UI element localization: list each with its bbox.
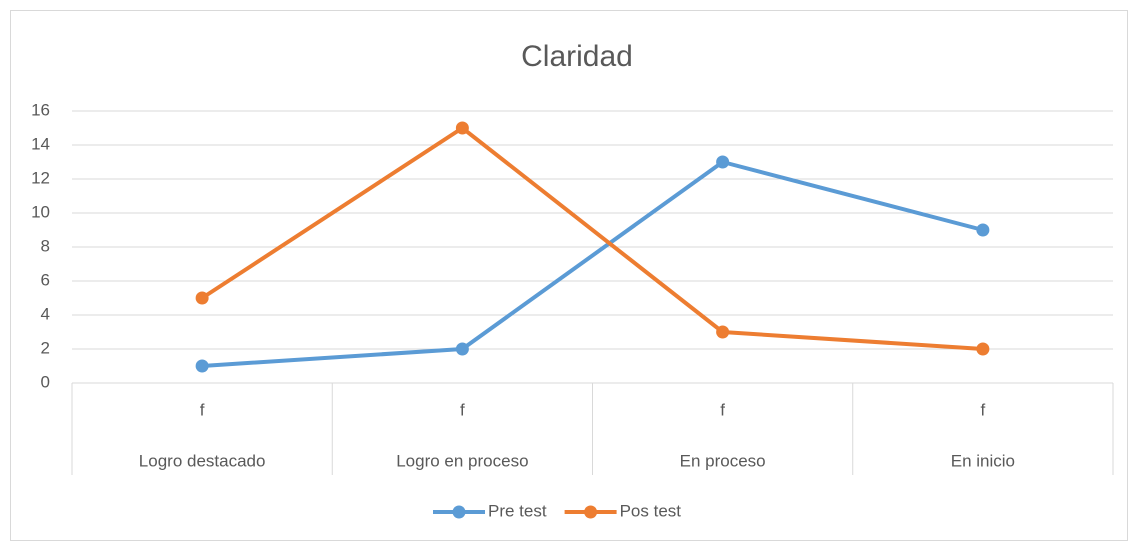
- x-tick-label: En inicio: [951, 451, 1015, 470]
- legend-label: Pre test: [488, 501, 547, 520]
- x-tick-label: Logro destacado: [139, 451, 266, 470]
- data-point: [195, 359, 209, 373]
- y-tick-label: 12: [31, 168, 50, 187]
- legend-marker: [452, 505, 466, 519]
- y-tick-label: 8: [41, 236, 50, 255]
- y-tick-label: 6: [41, 270, 50, 289]
- x-tick-label: En proceso: [680, 451, 766, 470]
- series-line: [201, 160, 984, 368]
- x-subcategory-label: f: [720, 400, 725, 419]
- data-point: [195, 291, 209, 305]
- chart-frame: [10, 10, 1128, 541]
- data-point: [976, 342, 990, 356]
- legend-label: Pos test: [620, 501, 682, 520]
- x-subcategory-label: f: [200, 400, 205, 419]
- legend-marker: [584, 505, 598, 519]
- y-tick-label: 4: [41, 304, 50, 323]
- data-point: [976, 223, 990, 237]
- x-subcategory-label: f: [981, 400, 986, 419]
- y-tick-label: 2: [41, 338, 50, 357]
- series-line: [201, 126, 984, 351]
- data-point: [455, 342, 469, 356]
- y-tick-label: 10: [31, 202, 50, 221]
- y-tick-label: 0: [41, 372, 50, 391]
- chart-title: Claridad: [521, 40, 633, 73]
- data-point: [716, 325, 730, 339]
- data-point: [716, 155, 730, 169]
- y-tick-label: 16: [31, 100, 50, 119]
- y-tick-label: 14: [31, 134, 50, 153]
- data-point: [455, 121, 469, 135]
- x-subcategory-label: f: [460, 400, 465, 419]
- x-tick-label: Logro en proceso: [396, 451, 528, 470]
